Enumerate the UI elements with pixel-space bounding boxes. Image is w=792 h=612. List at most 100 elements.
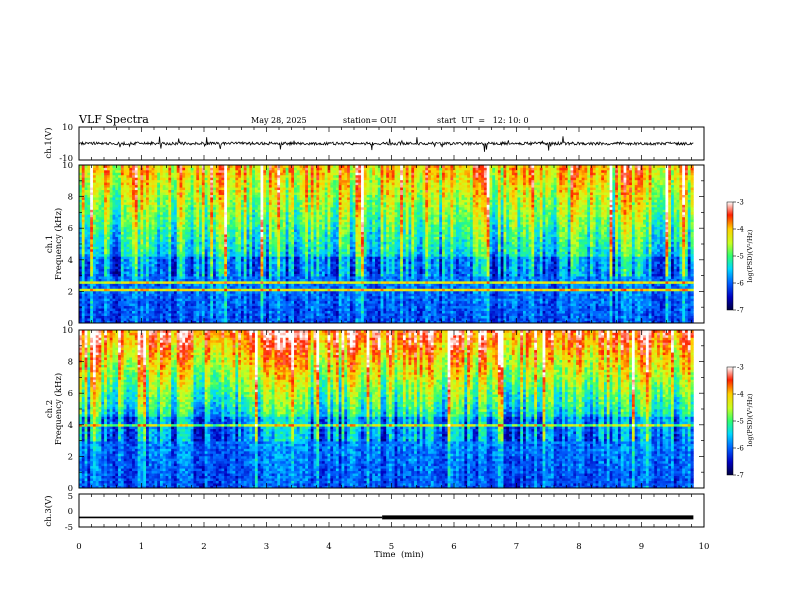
spectrogram-cell	[149, 190, 152, 193]
header-date: May 28, 2025	[251, 116, 307, 125]
spectrogram-cell	[266, 246, 269, 249]
spectrogram-cell	[143, 293, 146, 296]
spectrogram-cell	[82, 274, 85, 277]
spectrogram-cell	[235, 229, 238, 232]
spectrogram-cell	[224, 301, 227, 304]
spectrogram-cell	[166, 288, 169, 291]
spectrogram-cell	[221, 212, 224, 215]
spectrogram-cell	[213, 232, 216, 235]
spectrogram-cell	[152, 217, 155, 220]
spectrogram-cell	[191, 266, 194, 269]
spectrogram-cell	[221, 192, 224, 195]
spectrogram-cell	[115, 288, 118, 291]
spectrogram-cell	[247, 187, 250, 190]
spectrogram-cell	[113, 182, 116, 185]
spectrogram-cell	[241, 224, 244, 227]
spectrogram-cell	[188, 244, 191, 247]
spectrogram-cell	[93, 286, 96, 289]
spectrogram-cell	[199, 217, 202, 220]
spectrogram-cell	[138, 266, 141, 269]
spectrogram-cell	[149, 237, 152, 240]
spectrogram-cell	[238, 232, 241, 235]
spectrogram-cell	[266, 279, 269, 282]
spectrogram-cell	[85, 200, 88, 203]
spectrogram-cell	[118, 219, 121, 222]
spectrogram-cell	[233, 229, 236, 232]
spectrogram-cell	[263, 266, 266, 269]
spectrogram-cell	[96, 192, 99, 195]
spectrogram-cell	[96, 271, 99, 274]
spectrogram-cell	[194, 279, 197, 282]
spectrogram-cell	[263, 202, 266, 205]
spectrogram-cell	[157, 303, 160, 306]
spectrogram-cell	[188, 284, 191, 287]
spectrogram-cell	[126, 254, 129, 257]
spectrogram-cell	[166, 197, 169, 200]
spectrogram-cell	[115, 190, 118, 193]
spectrogram-cell	[104, 246, 107, 249]
spectrogram-cell	[180, 232, 183, 235]
spectrogram-cell	[129, 291, 132, 294]
spectrogram-cell	[90, 311, 93, 314]
spectrogram-cell	[87, 291, 90, 294]
spectrogram-cell	[261, 192, 264, 195]
spectrogram-cell	[90, 219, 93, 222]
spectrogram-cell	[99, 306, 102, 309]
spectrogram-cell	[191, 264, 194, 267]
spectrogram-cell	[196, 227, 199, 230]
spectrogram-cell	[121, 195, 124, 198]
spectrogram-cell	[121, 281, 124, 284]
spectrogram-cell	[152, 316, 155, 319]
spectrogram-cell	[149, 281, 152, 284]
spectrogram-cell	[149, 192, 152, 195]
spectrogram-cell	[210, 246, 213, 249]
spectrogram-cell	[85, 227, 88, 230]
spectrogram-cell	[188, 256, 191, 259]
spectrogram-cell	[126, 177, 129, 180]
spectrogram-cell	[274, 192, 277, 195]
spectrogram-cell	[213, 246, 216, 249]
spectrogram-cell	[90, 296, 93, 299]
spectrogram-cell	[247, 209, 250, 212]
spectrogram-cell	[272, 177, 275, 180]
spectrogram-cell	[230, 177, 233, 180]
spectrogram-cell	[274, 175, 277, 178]
spectrogram-cell	[249, 187, 252, 190]
spectrogram-cell	[154, 276, 157, 279]
spectrogram-cell	[255, 291, 258, 294]
spectrogram-cell	[263, 222, 266, 225]
spectrogram-cell	[182, 274, 185, 277]
spectrogram-cell	[149, 313, 152, 316]
spectrogram-cell	[283, 286, 286, 289]
spectrogram-cell	[177, 239, 180, 242]
spectrogram-cell	[152, 306, 155, 309]
spectrogram-cell	[143, 284, 146, 287]
spectrogram-cell	[124, 214, 127, 217]
spectrogram-cell	[149, 308, 152, 311]
spectrogram-cell	[199, 296, 202, 299]
spectrogram-cell	[85, 180, 88, 183]
spectrogram-cell	[110, 232, 113, 235]
spectrogram-cell	[235, 298, 238, 301]
spectrogram-cell	[96, 202, 99, 205]
spectrogram-cell	[258, 187, 261, 190]
spectrogram-cell	[171, 192, 174, 195]
spectrogram-cell	[213, 177, 216, 180]
spectrogram-cell	[138, 276, 141, 279]
spectrogram-cell	[221, 232, 224, 235]
spectrogram-cell	[82, 180, 85, 183]
spectrogram-cell	[121, 227, 124, 230]
spectrogram-cell	[213, 279, 216, 282]
spectrogram-cell	[196, 251, 199, 254]
spectrogram-cell	[113, 217, 116, 220]
spectrogram-cell	[221, 200, 224, 203]
spectrogram-cell	[113, 276, 116, 279]
spectrogram-cell	[277, 217, 280, 220]
spectrogram-cell	[101, 259, 104, 262]
spectrogram-cell	[277, 180, 280, 183]
spectrogram-cell	[196, 202, 199, 205]
spectrogram-cell	[283, 207, 286, 210]
spectrogram-cell	[132, 281, 135, 284]
spectrogram-cell	[121, 318, 124, 321]
spectrogram-cell	[277, 197, 280, 200]
